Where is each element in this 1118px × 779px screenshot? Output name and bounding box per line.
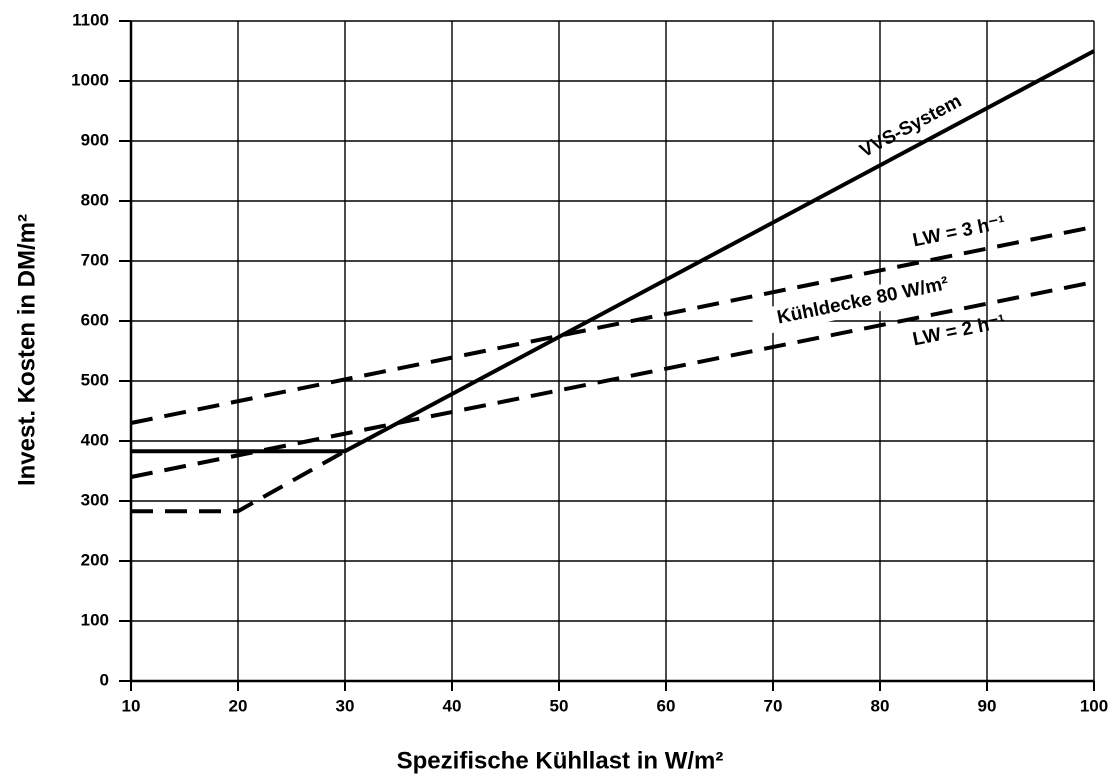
y-tick-label: 400 <box>81 430 109 449</box>
series-line <box>130 280 1095 479</box>
x-axis-title: Spezifische Kühllast in W/m² <box>397 747 724 774</box>
y-tick-label: 900 <box>81 130 109 149</box>
y-tick-label: 800 <box>81 190 109 209</box>
y-axis-title: Invest. Kosten in DM/m² <box>13 214 40 486</box>
series-line <box>130 224 1095 425</box>
y-tick-label: 0 <box>100 670 109 689</box>
y-tick-label: 500 <box>81 370 109 389</box>
y-tick-label: 1100 <box>72 10 109 29</box>
series-label: LW = 2 h⁻¹ <box>911 311 1007 350</box>
y-tick-label: 1000 <box>71 70 109 89</box>
y-tick-label: 200 <box>81 550 109 569</box>
series-line <box>131 449 346 514</box>
x-tick-label: 90 <box>978 696 997 715</box>
y-tick-label: 700 <box>81 250 109 269</box>
y-tick-label: 600 <box>81 310 109 329</box>
x-tick-label: 30 <box>336 696 355 715</box>
y-tick-label: 300 <box>81 490 109 509</box>
series-line <box>131 49 1095 454</box>
y-tick-label: 100 <box>81 610 109 629</box>
x-tick-label: 60 <box>657 696 676 715</box>
annotation-bg <box>750 266 976 337</box>
x-tick-label: 70 <box>764 696 783 715</box>
x-tick-label: 80 <box>871 696 890 715</box>
x-tick-label: 10 <box>122 696 141 715</box>
x-tick-label: 40 <box>443 696 462 715</box>
series-label: LW = 3 h⁻¹ <box>911 212 1007 251</box>
x-tick-label: 100 <box>1080 696 1108 715</box>
x-tick-label: 50 <box>550 696 569 715</box>
x-tick-label: 20 <box>229 696 248 715</box>
